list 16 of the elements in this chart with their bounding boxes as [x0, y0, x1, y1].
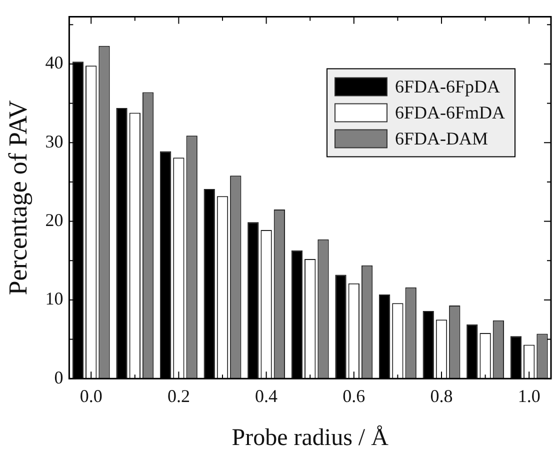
legend-label: 6FDA-DAM [394, 128, 488, 149]
x-tick-label: 0.2 [167, 386, 190, 406]
y-tick-label: 0 [54, 367, 64, 388]
x-axis-title: Probe radius / Å [232, 424, 390, 451]
y-tick-label: 20 [45, 210, 64, 230]
legend-label: 6FDA-6FpDA [394, 76, 500, 97]
y-tick-label: 30 [45, 131, 64, 152]
y-tick-label: 40 [45, 52, 64, 73]
legend-label: 6FDA-6FmDA [394, 102, 506, 123]
x-tick-label: 0.4 [255, 386, 278, 406]
x-tick-label: 1.0 [518, 386, 540, 406]
y-tick-label: 10 [45, 288, 64, 309]
y-axis-title: Percentage of PAV [3, 100, 32, 296]
x-tick-label: 0.0 [80, 386, 102, 406]
x-tick-label: 0.8 [430, 386, 453, 406]
x-tick-label: 0.6 [342, 386, 366, 406]
